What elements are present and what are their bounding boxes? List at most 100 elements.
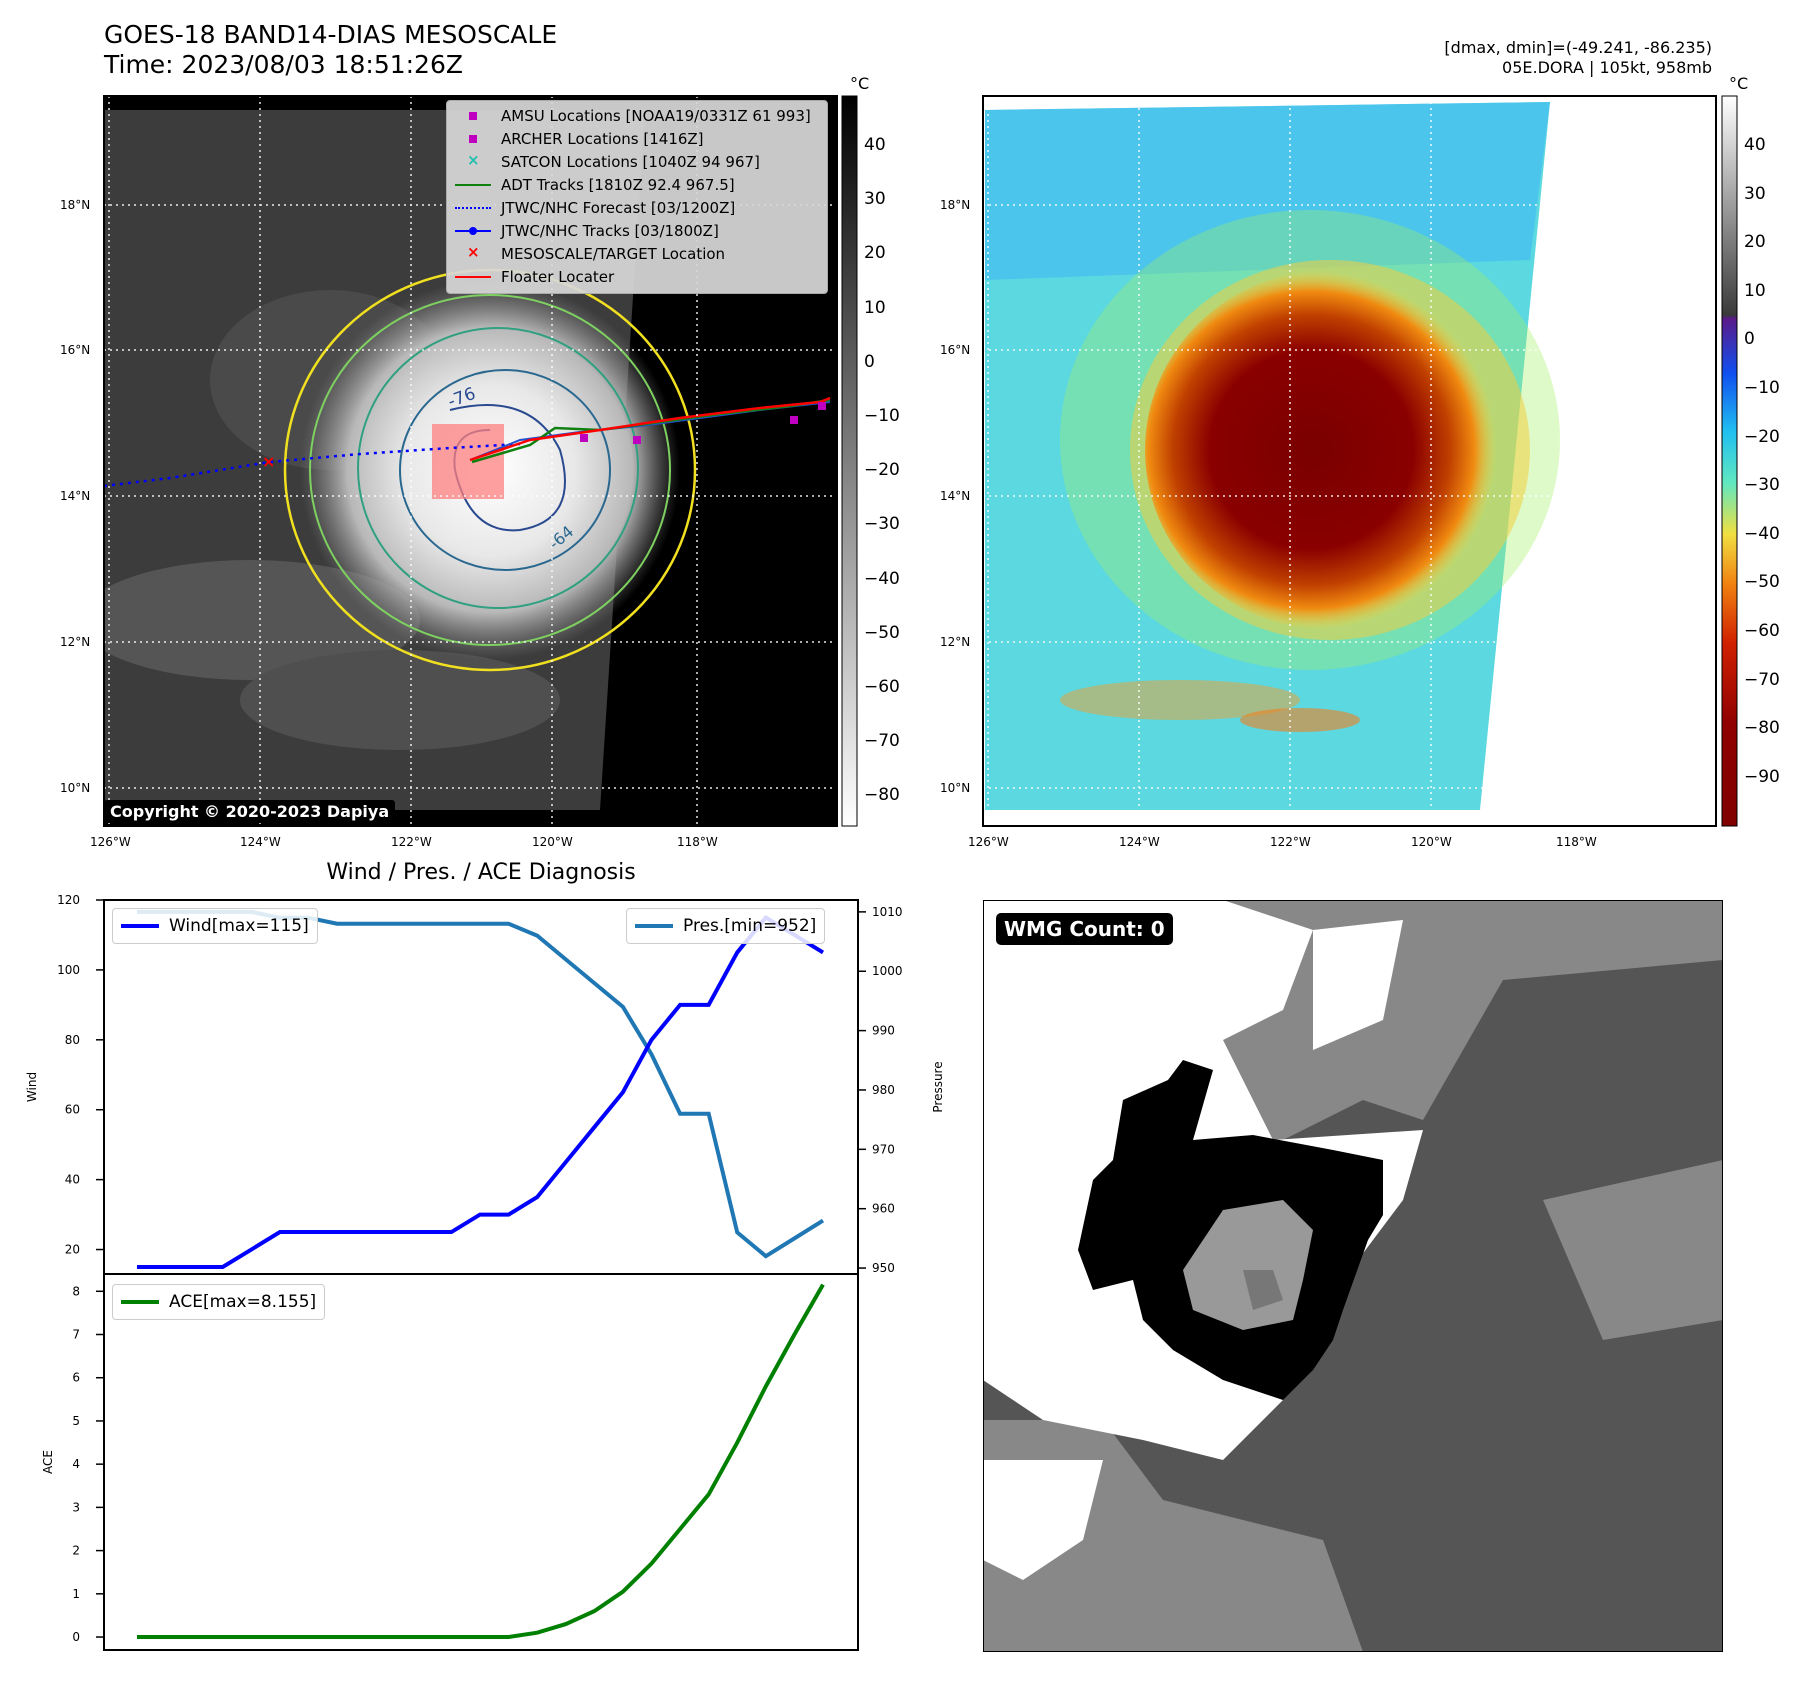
right-lon-126: 126°W [968, 835, 1009, 849]
left-colorbar-tick: 0 [864, 351, 875, 372]
left-lon-120: 120°W [532, 835, 573, 849]
right-colorbar-tick: −40 [1744, 523, 1780, 544]
legend-item-archer: ARCHER Locations [1416Z] [453, 128, 704, 150]
pressure-axis-tick-label: 960 [872, 1202, 895, 1216]
left-colorbar-tick: −20 [864, 460, 900, 481]
wind-axis-tick-label: 20 [65, 1243, 80, 1257]
left-colorbar-tick: 20 [864, 243, 886, 264]
pressure-axis-tick-label: 950 [872, 1261, 895, 1275]
right-lon-122: 122°W [1270, 835, 1311, 849]
left-colorbar-tick: −10 [864, 406, 900, 426]
ace-axis-tick-label: 4 [72, 1457, 80, 1471]
left-lat-18: 18°N [60, 198, 91, 212]
title-line-2: Time: 2023/08/03 18:51:26Z [104, 50, 463, 79]
copyright-label: Copyright © 2020-2023 Dapiya [104, 800, 396, 823]
right-colorbar-tick: −50 [1744, 572, 1780, 593]
left-lat-14: 14°N [60, 489, 91, 503]
right-colorbar-tick: 10 [1744, 280, 1766, 301]
left-lon-122: 122°W [391, 835, 432, 849]
right-colorbar-tick: −80 [1744, 718, 1780, 739]
pressure-axis-tick-label: 970 [872, 1142, 895, 1156]
x-icon: × [467, 151, 480, 169]
legend-item-amsu: AMSU Locations [NOAA19/0331Z 61 993] [453, 105, 811, 127]
wind-legend: Wind[max=115] [112, 908, 318, 944]
left-colorbar-tick: −50 [864, 622, 900, 643]
right-colorbar [1721, 95, 1738, 827]
ace-axis-tick-label: 1 [72, 1587, 80, 1601]
pressure-axis-tick-label: 1000 [872, 964, 903, 978]
pressure-legend: Pres.[min=952] [626, 908, 826, 944]
right-colorbar-unit: °C [1729, 74, 1749, 93]
ace-axis-tick-label: 5 [72, 1414, 80, 1428]
left-colorbar-tick: −30 [864, 514, 900, 535]
right-lat-12: 12°N [940, 635, 971, 649]
left-lon-118: 118°W [677, 835, 718, 849]
title-line-1: GOES-18 BAND14-DIAS MESOSCALE [104, 20, 558, 49]
left-lon-126: 126°W [90, 835, 131, 849]
ace-series-line [137, 1283, 825, 1640]
wind-axis-tick-label: 40 [65, 1173, 80, 1187]
legend-item-target: × MESOSCALE/TARGET Location [453, 243, 725, 265]
ace-axes [103, 1273, 859, 1651]
left-colorbar-tick: 30 [864, 189, 886, 210]
left-colorbar-tick: −40 [864, 568, 900, 589]
legend-item-satcon: × SATCON Locations [1040Z 94 967] [453, 151, 760, 173]
right-lon-120: 120°W [1411, 835, 1452, 849]
right-colorbar-tick: −70 [1744, 669, 1780, 690]
svg-text:×: × [262, 452, 275, 471]
pressure-axis-label: Pressure [931, 1061, 945, 1112]
wind-axis-tick-label: 60 [65, 1103, 80, 1117]
left-map-frame [103, 95, 838, 827]
storm-info: [dmax, dmin]=(-49.241, -86.235) 05E.DORA… [1444, 38, 1712, 78]
wind-axis-tick-label: 120 [57, 893, 80, 907]
left-lat-12: 12°N [60, 635, 91, 649]
legend-item-adt: ADT Tracks [1810Z 92.4 967.5] [453, 174, 735, 196]
right-colorbar-tick: −60 [1744, 621, 1780, 641]
right-map-frame [982, 95, 1717, 827]
right-lat-14: 14°N [940, 489, 971, 503]
figure-title: GOES-18 BAND14-DIAS MESOSCALE Time: 2023… [104, 20, 557, 80]
right-lat-10: 10°N [940, 781, 971, 795]
left-map-layer: × [103, 95, 1738, 827]
ace-axis-tick-label: 0 [72, 1630, 80, 1644]
left-lat-10: 10°N [60, 781, 91, 795]
storm-name-label: 05E.DORA | 105kt, 958mb [1502, 58, 1712, 77]
left-colorbar-tick: 40 [864, 135, 886, 155]
right-colorbar-tick: 20 [1744, 232, 1766, 253]
legend-item-tracks: JTWC/NHC Tracks [03/1800Z] [453, 220, 719, 242]
right-colorbar-tick: −20 [1744, 426, 1780, 447]
right-colorbar-tick: −10 [1744, 378, 1780, 398]
legend-item-forecast: JTWC/NHC Forecast [03/1200Z] [453, 197, 735, 219]
ace-axis-tick-label: 6 [72, 1371, 80, 1385]
dmax-dmin-label: [dmax, dmin]=(-49.241, -86.235) [1444, 38, 1712, 57]
right-colorbar-tick: 0 [1744, 329, 1755, 350]
left-colorbar-tick: −80 [864, 785, 900, 806]
wind-series-line [137, 914, 825, 1270]
right-lon-124: 124°W [1119, 835, 1160, 849]
right-colorbar-tick: −30 [1744, 475, 1780, 496]
map-legend: AMSU Locations [NOAA19/0331Z 61 993] ARC… [446, 100, 828, 294]
pressure-axis-tick-label: 990 [872, 1024, 895, 1038]
ace-legend: ACE[max=8.155] [112, 1284, 326, 1320]
ace-axis-label: ACE [41, 1450, 55, 1474]
right-lat-18: 18°N [940, 198, 971, 212]
left-colorbar-tick: −60 [864, 677, 900, 697]
pressure-axis-tick-label: 980 [872, 1083, 895, 1097]
ace-axis-tick-label: 8 [72, 1284, 80, 1298]
ace-axis-tick-label: 7 [72, 1328, 80, 1342]
left-colorbar-tick: −70 [864, 731, 900, 752]
wmg-panel [983, 900, 1723, 1652]
left-lon-124: 124°W [240, 835, 281, 849]
right-colorbar-tick: 40 [1744, 135, 1766, 155]
x-icon: × [467, 243, 480, 261]
left-colorbar [841, 95, 858, 827]
wind-pressure-axes [103, 899, 859, 1275]
diagnosis-title: Wind / Pres. / ACE Diagnosis [326, 860, 636, 885]
right-lat-16: 16°N [940, 343, 971, 357]
wind-axis-label: Wind [25, 1072, 39, 1102]
right-colorbar-tick: −90 [1744, 766, 1780, 787]
left-colorbar-unit: °C [850, 74, 870, 93]
ace-axis-tick-label: 3 [72, 1500, 80, 1514]
wind-axis-tick-label: 80 [65, 1033, 80, 1047]
